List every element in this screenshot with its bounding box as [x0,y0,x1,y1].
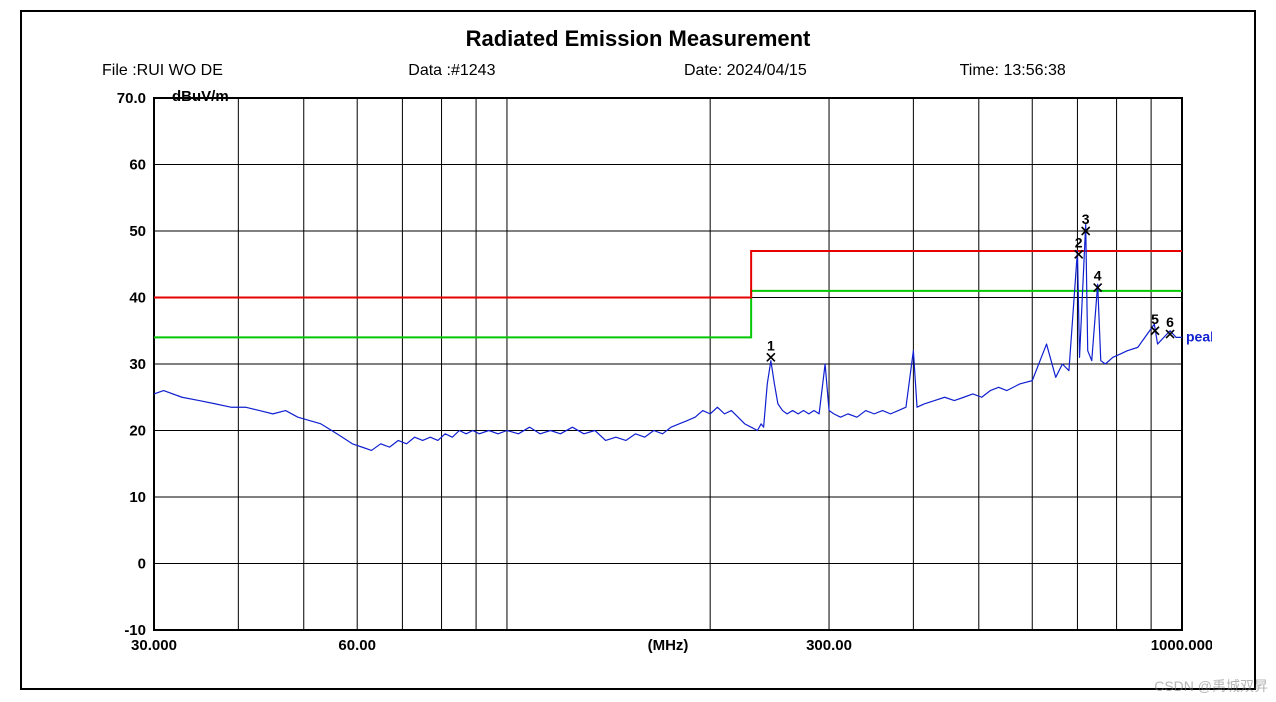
meta-date: Date: 2024/04/15 [684,62,960,80]
svg-text:4: 4 [1094,268,1102,284]
svg-text:0: 0 [138,556,146,573]
meta-file-label: File : [102,62,137,79]
svg-text:30.000: 30.000 [131,637,177,654]
svg-text:40: 40 [129,290,146,307]
svg-text:10: 10 [129,489,146,506]
svg-text:50: 50 [129,223,146,240]
svg-text:60.00: 60.00 [338,637,376,654]
meta-data-label: Data : [408,62,451,79]
meta-date-label: Date: [684,62,722,79]
svg-text:6: 6 [1166,314,1174,330]
meta-time-label: Time: [960,62,999,79]
svg-text:1: 1 [767,337,775,353]
meta-date-value: 2024/04/15 [727,62,807,79]
chart-title: Radiated Emission Measurement [22,12,1254,58]
svg-text:30: 30 [129,356,146,373]
svg-text:3: 3 [1082,211,1090,227]
svg-text:2: 2 [1075,234,1083,250]
meta-time-value: 13:56:38 [1003,62,1065,79]
svg-text:5: 5 [1151,311,1159,327]
svg-text:300.00: 300.00 [806,637,852,654]
chart-area: dBuV/m peak123456-10010203040506070.030.… [82,92,1214,662]
svg-text:70.0: 70.0 [117,92,146,107]
report-frame: Radiated Emission Measurement File :RUI … [20,10,1256,690]
meta-data: Data :#1243 [408,62,684,80]
meta-row: File :RUI WO DE Data :#1243 Date: 2024/0… [22,58,1254,92]
svg-text:60: 60 [129,157,146,174]
svg-text:20: 20 [129,423,146,440]
meta-data-value: #1243 [451,62,496,79]
chart-svg: peak123456-10010203040506070.030.00060.0… [82,92,1212,662]
meta-file: File :RUI WO DE [102,62,408,80]
svg-text:peak: peak [1186,328,1212,344]
svg-text:1000.000: 1000.000 [1151,637,1212,654]
svg-text:(MHz): (MHz) [648,637,689,654]
y-axis-unit: dBuV/m [172,88,229,105]
meta-time: Time: 13:56:38 [960,62,1174,80]
meta-file-value: RUI WO DE [137,62,223,79]
